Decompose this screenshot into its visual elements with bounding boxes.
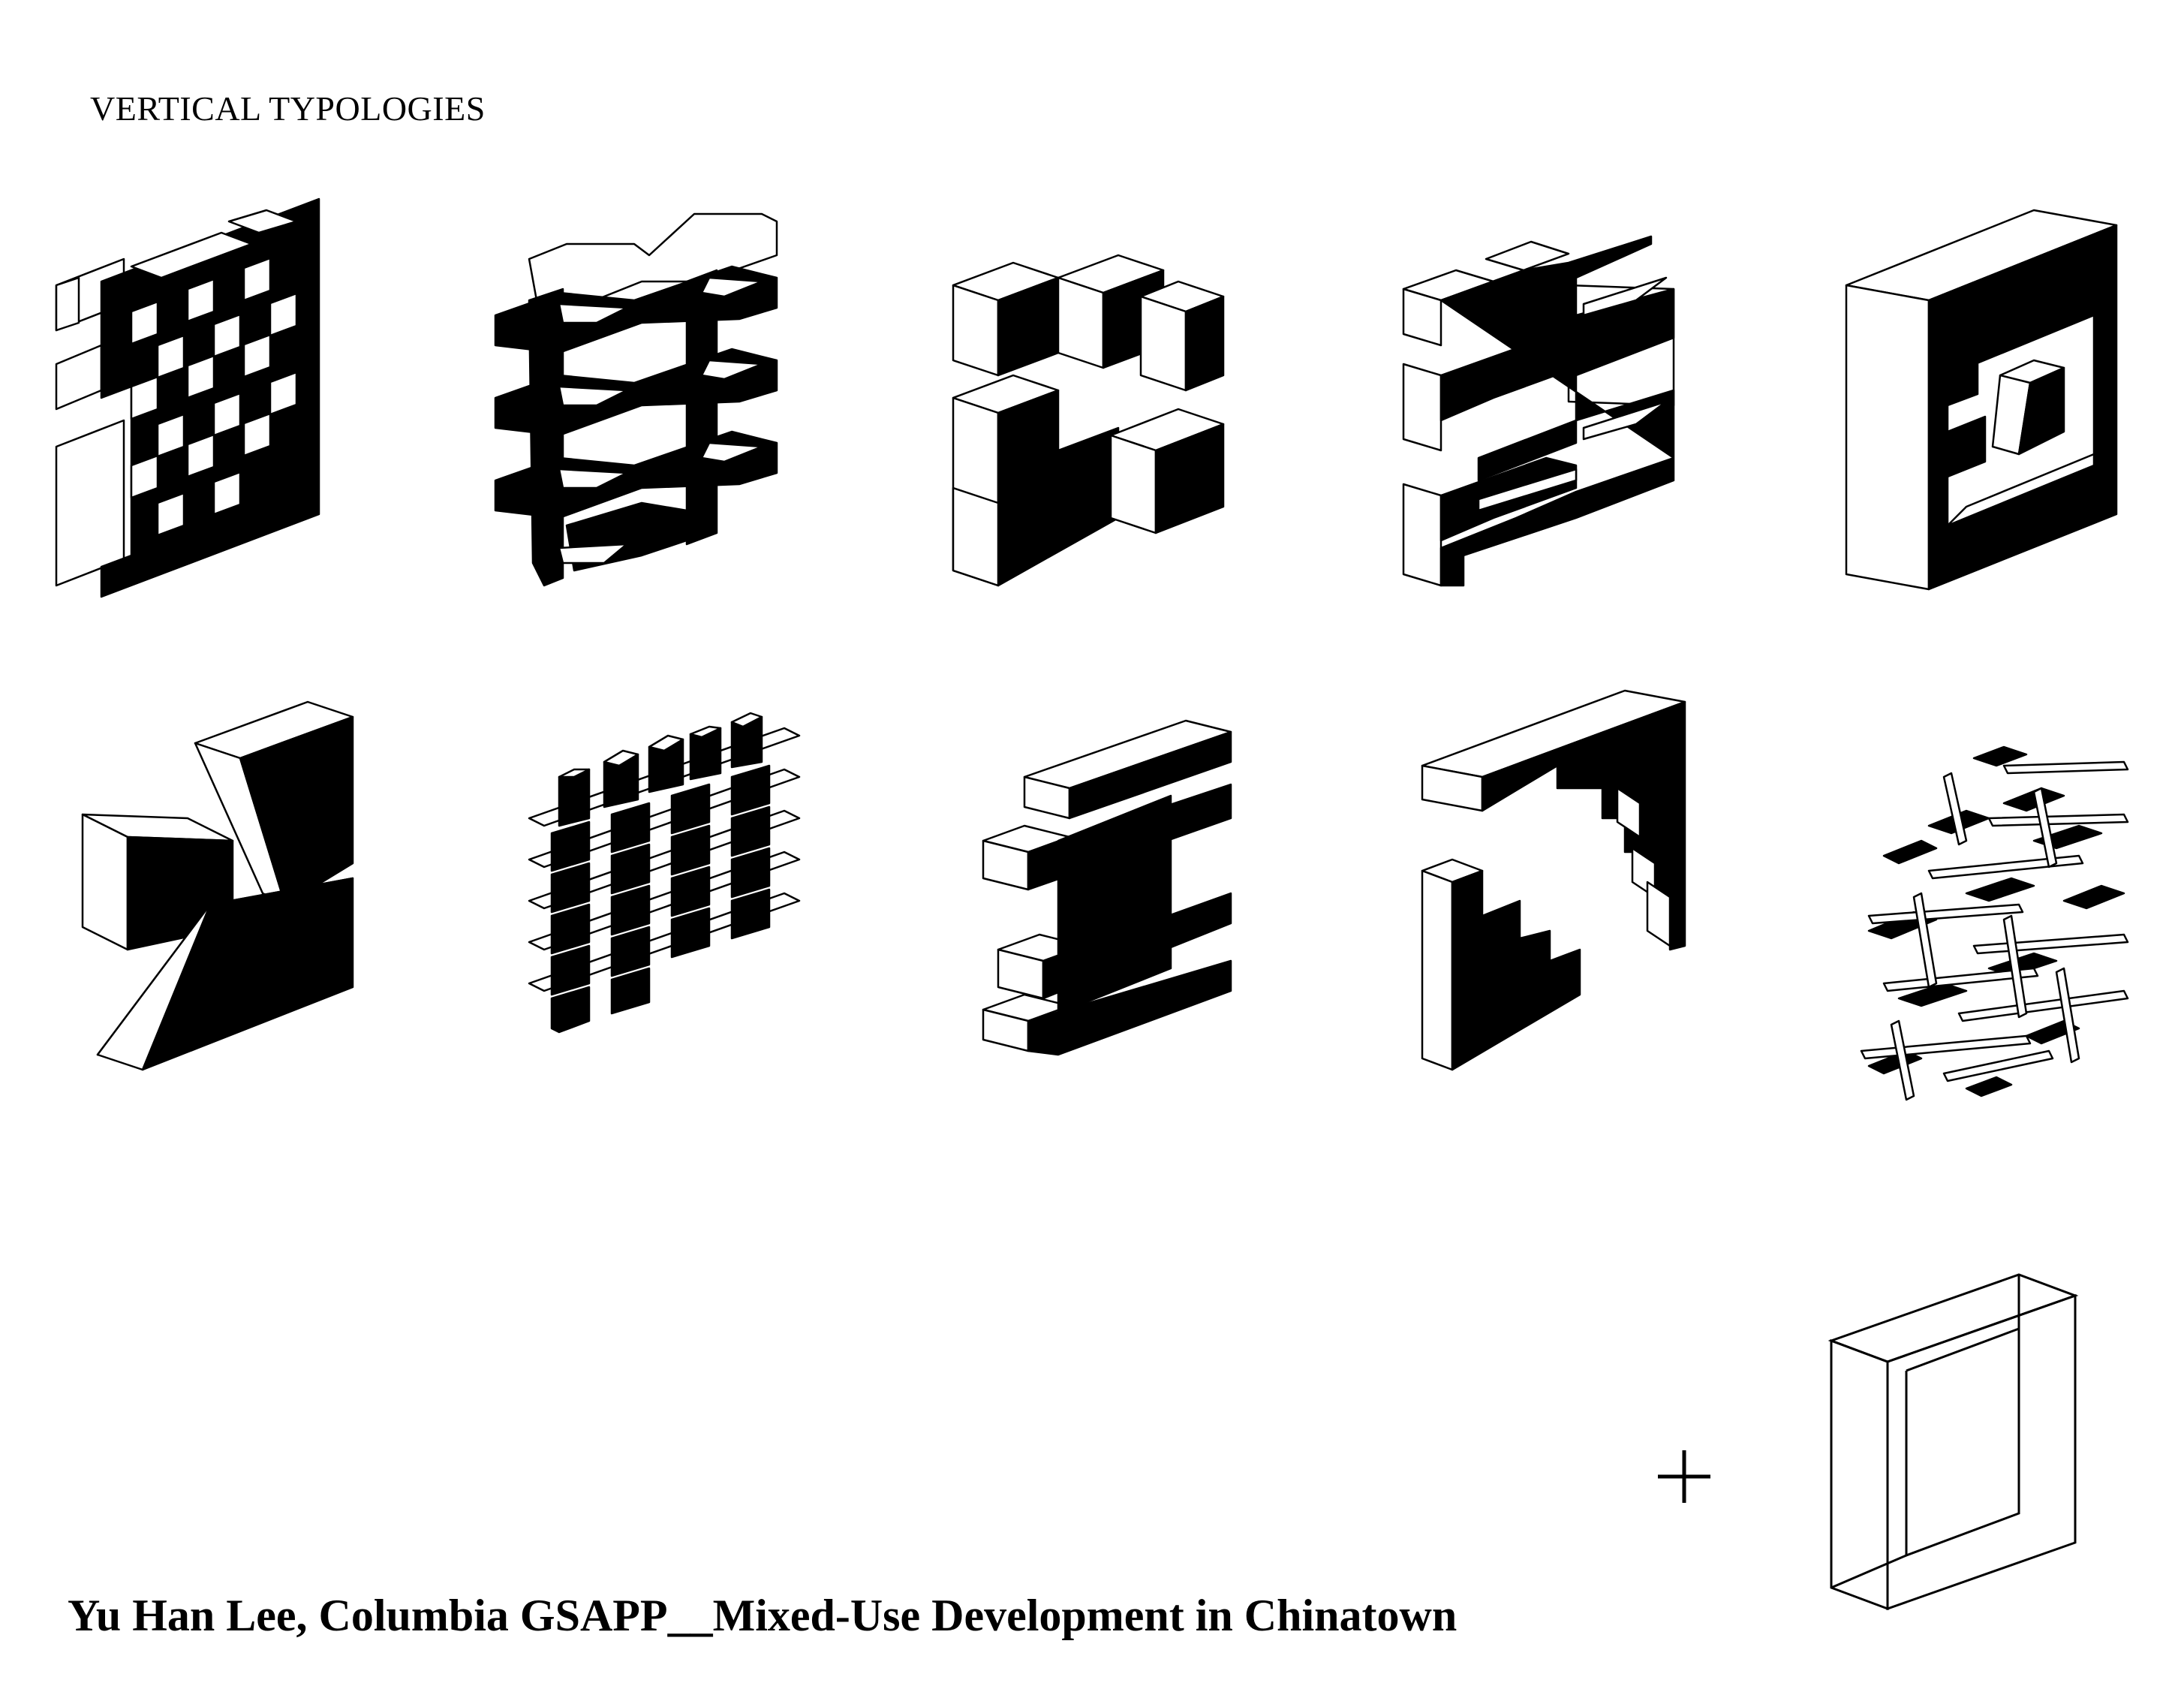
hollow-frame-with-inner-box-icon (1845, 209, 2118, 591)
open-rectangular-frame-icon (1828, 1273, 2079, 1611)
stepped-l-volumes-icon (1421, 689, 1686, 1071)
plus-sign (1658, 1450, 1710, 1503)
checkerboard-stacked-boxes-icon (55, 197, 320, 598)
clustered-cubes-icon (952, 254, 1225, 587)
interlocking-slab-bands-icon (494, 212, 778, 587)
scattered-ramps-icon (1860, 745, 2129, 1101)
plates-with-pods-icon (528, 712, 801, 1034)
zigzag-bars-icon (982, 719, 1232, 1056)
sheet-heading: VERTICAL TYPOLOGIES (90, 89, 486, 128)
three-splayed-volumes-icon (81, 700, 354, 1071)
bridged-box-stack-icon (1402, 235, 1675, 587)
sheet-caption: Yu Han Lee, Columbia GSAPP__Mixed-Use De… (68, 1591, 1458, 1640)
